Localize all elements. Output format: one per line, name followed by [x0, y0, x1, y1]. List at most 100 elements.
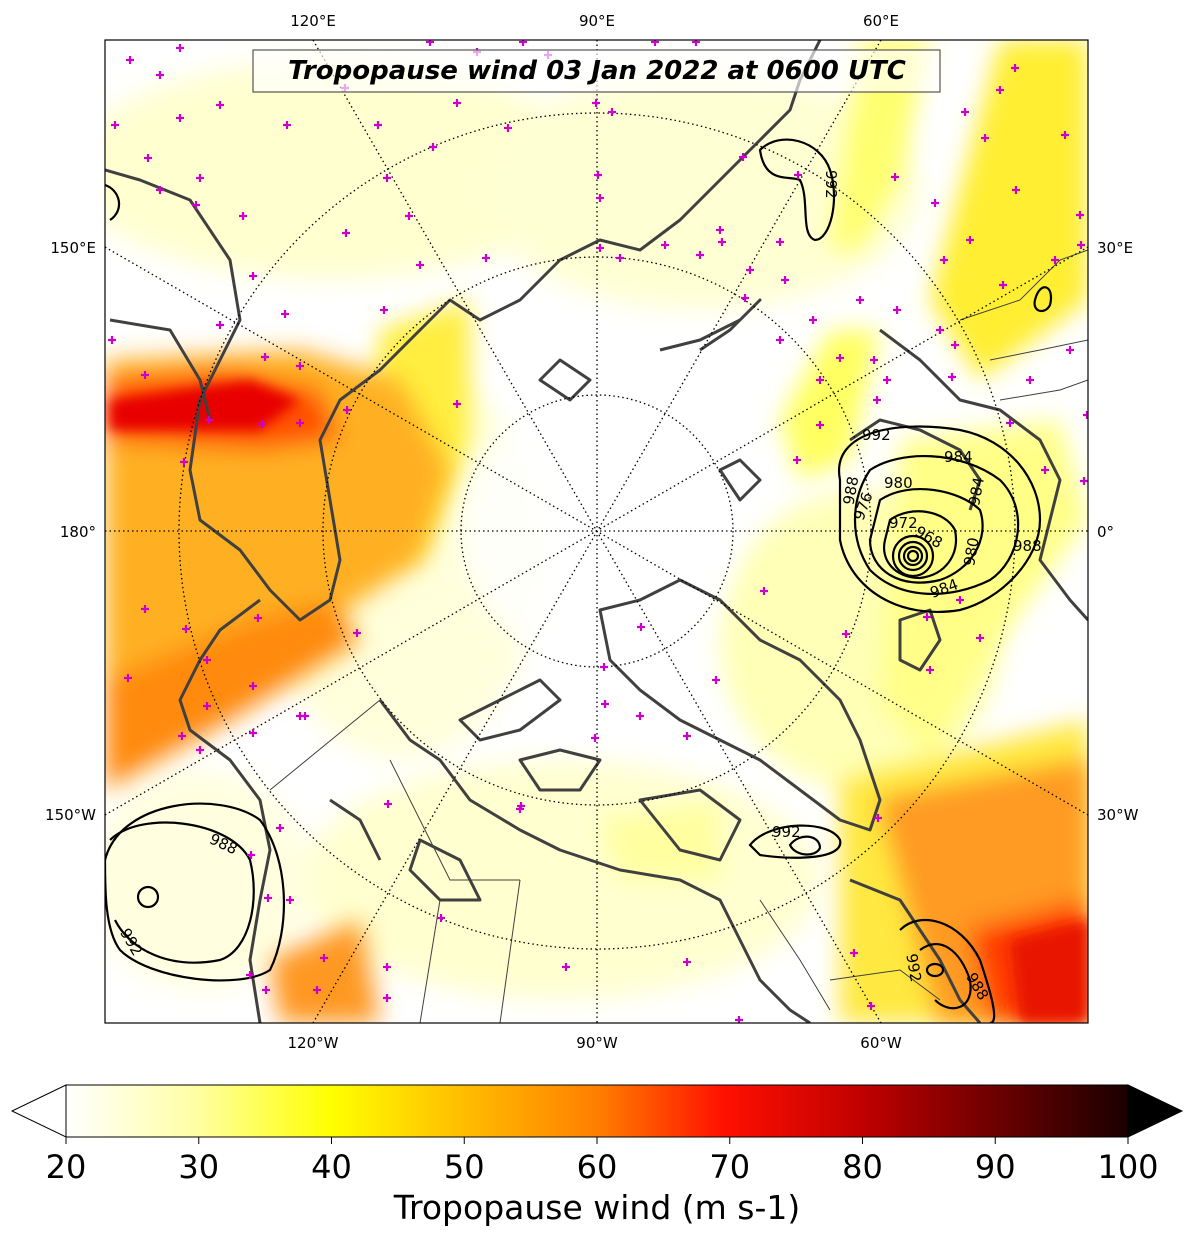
colorbar-min-extend	[10, 1084, 67, 1138]
station-marker	[874, 814, 882, 822]
station-marker	[176, 44, 184, 52]
station-marker	[956, 596, 964, 604]
station-marker	[951, 341, 959, 349]
station-marker	[156, 71, 164, 79]
station-marker	[870, 356, 878, 364]
station-marker	[1083, 411, 1088, 419]
station-marker	[718, 238, 726, 246]
station-marker	[453, 400, 461, 408]
title-box-frame	[252, 49, 941, 93]
station-marker	[313, 986, 321, 994]
station-marker	[596, 194, 604, 202]
station-marker	[692, 40, 700, 46]
station-marker	[196, 174, 204, 182]
colorbar-tick-label: 50	[444, 1148, 485, 1186]
station-marker	[353, 629, 361, 637]
station-marker	[203, 656, 211, 664]
pressure-contours	[105, 138, 1053, 1023]
station-marker	[126, 56, 134, 64]
map-frame	[104, 39, 1089, 1024]
station-marker	[249, 682, 257, 690]
colorbar: 20 30 40 50 60 70 80 90 100 Tropopause wind (m s…	[10, 1084, 1184, 1227]
coastlines	[105, 40, 1088, 1023]
station-marker	[651, 40, 659, 46]
colorbar-tick-label: 70	[709, 1148, 750, 1186]
station-marker	[254, 614, 262, 622]
station-marker	[276, 824, 284, 832]
station-marker	[794, 171, 802, 179]
station-marker	[596, 244, 604, 252]
station-marker	[891, 173, 899, 181]
lon-label-top: 120°E	[290, 12, 336, 30]
lon-label-right: 0°	[1097, 523, 1114, 541]
contour-label: 992	[772, 823, 801, 841]
station-marker	[383, 963, 391, 971]
station-marker	[1077, 241, 1085, 249]
station-marker	[239, 212, 247, 220]
lon-label-left: 180°	[60, 523, 96, 541]
station-marker	[836, 354, 844, 362]
station-marker	[286, 896, 294, 904]
map-title-box: Tropopause wind 03 Jan 2022 at 0600 UTC	[252, 49, 941, 93]
station-marker	[948, 373, 956, 381]
station-marker	[264, 894, 272, 902]
colorbar-tick-label: 100	[1097, 1148, 1158, 1186]
station-marker	[850, 949, 858, 957]
station-marker	[883, 376, 891, 384]
station-marker	[809, 316, 817, 324]
colorbar-gradient	[65, 1084, 1129, 1138]
lon-label-left: 150°E	[50, 239, 96, 257]
station-marker	[1006, 419, 1014, 427]
station-marker	[776, 238, 784, 246]
station-marker	[283, 121, 291, 129]
station-marker	[999, 281, 1007, 289]
contour-label: 984	[965, 476, 988, 507]
station-marker	[760, 587, 768, 595]
station-marker	[842, 630, 850, 638]
colorbar-tick-label: 90	[975, 1148, 1016, 1186]
longitude-labels: 120°E 90°E 60°E 120°W 90°W 60°W 150°E 18…	[45, 12, 1139, 1052]
station-marker	[1080, 477, 1088, 485]
station-marker	[601, 700, 609, 708]
station-marker	[429, 143, 437, 151]
contour-label: 984	[944, 448, 973, 466]
station-marker	[1061, 131, 1069, 139]
station-marker	[262, 986, 270, 994]
station-marker	[608, 108, 616, 116]
station-marker	[405, 212, 413, 220]
colorbar-tick-label: 80	[842, 1148, 883, 1186]
station-marker	[931, 199, 939, 207]
station-marker	[867, 1002, 875, 1010]
station-marker	[923, 613, 931, 621]
station-marker	[296, 419, 304, 427]
station-marker	[247, 851, 255, 859]
station-marker	[816, 421, 824, 429]
station-marker	[696, 251, 704, 259]
lon-label-bottom: 60°W	[860, 1034, 902, 1052]
station-marker	[249, 729, 257, 737]
lon-label-right: 30°W	[1097, 806, 1139, 824]
contour-label: 972	[889, 514, 918, 532]
station-marker	[966, 236, 974, 244]
contour-label: 980	[884, 474, 913, 492]
station-marker	[961, 108, 969, 116]
station-marker	[342, 229, 350, 237]
lon-label-bottom: 90°W	[576, 1034, 618, 1052]
station-marker	[374, 121, 382, 129]
station-marker	[453, 99, 461, 107]
station-marker	[594, 171, 602, 179]
station-marker	[124, 674, 132, 682]
station-marker	[141, 371, 149, 379]
station-marker	[426, 40, 434, 46]
station-marker	[996, 86, 1004, 94]
station-marker	[343, 406, 351, 414]
station-marker	[793, 456, 801, 464]
colorbar-tick-label: 30	[178, 1148, 219, 1186]
contour-label: 980	[960, 536, 983, 567]
station-marker	[816, 376, 824, 384]
station-marker	[683, 958, 691, 966]
colorbar-max-extend	[1127, 1084, 1184, 1138]
map-title: Tropopause wind 03 Jan 2022 at 0600 UTC	[288, 56, 906, 86]
station-marker	[482, 254, 490, 262]
